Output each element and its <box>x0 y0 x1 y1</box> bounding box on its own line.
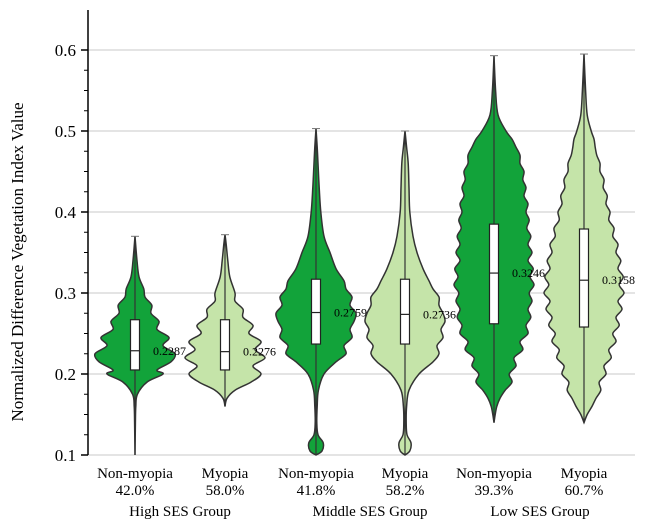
x-percent-label: 42.0% <box>116 483 155 499</box>
violin-layer: 0.2287 0.2276 0.2759 0.2736 0.3246 0.3158 <box>93 53 635 456</box>
median-label: 0.2287 <box>153 344 186 358</box>
x-category-label: Non-myopia <box>97 466 173 482</box>
violin-non-myopia: 0.2759 <box>275 128 367 456</box>
iqr-box <box>578 228 590 328</box>
group-label: High SES Group <box>129 504 231 519</box>
y-axis: 0.1 0.2 0.3 0.4 0.5 0.6 <box>55 10 89 465</box>
violin-non-myopia: 0.2287 <box>93 235 186 456</box>
violin-non-myopia: 0.3246 <box>453 55 545 423</box>
violin-myopia: 0.2736 <box>364 130 456 456</box>
iqr-box <box>488 223 500 325</box>
x-percent-label: 41.8% <box>297 483 336 499</box>
median-label: 0.2276 <box>243 345 276 359</box>
gridlines <box>88 49 635 456</box>
x-category-label: Myopia <box>561 466 608 482</box>
group-label: Middle SES Group <box>312 504 427 519</box>
median-label: 0.2759 <box>334 306 367 320</box>
x-category-label: Non-myopia <box>456 466 532 482</box>
iqr-box <box>129 319 141 371</box>
y-tick-label: 0.3 <box>55 284 76 303</box>
y-tick-label: 0.1 <box>55 446 76 465</box>
x-percent-label: 58.2% <box>386 483 425 499</box>
y-tick-label: 0.6 <box>55 41 76 60</box>
median-label: 0.3246 <box>512 266 545 280</box>
y-tick-label: 0.5 <box>55 122 76 141</box>
y-axis-label: Normalized Difference Vegetation Index V… <box>8 102 27 421</box>
iqr-box <box>219 319 231 371</box>
x-category-label: Myopia <box>382 466 429 482</box>
iqr-box <box>310 278 322 345</box>
x-axis-labels: Non-myopia42.0%Myopia58.0%Non-myopia41.8… <box>97 466 608 519</box>
group-label: Low SES Group <box>490 504 589 519</box>
median-label: 0.2736 <box>423 307 456 321</box>
y-tick-label: 0.2 <box>55 365 76 384</box>
x-category-label: Non-myopia <box>278 466 354 482</box>
violin-myopia: 0.2276 <box>184 234 276 407</box>
iqr-box <box>399 278 411 345</box>
x-percent-label: 39.3% <box>475 483 514 499</box>
x-percent-label: 58.0% <box>206 483 245 499</box>
y-tick-label: 0.4 <box>55 203 77 222</box>
median-label: 0.3158 <box>602 273 635 287</box>
violin-myopia: 0.3158 <box>543 53 635 425</box>
x-percent-label: 60.7% <box>565 483 604 499</box>
x-category-label: Myopia <box>202 466 249 482</box>
